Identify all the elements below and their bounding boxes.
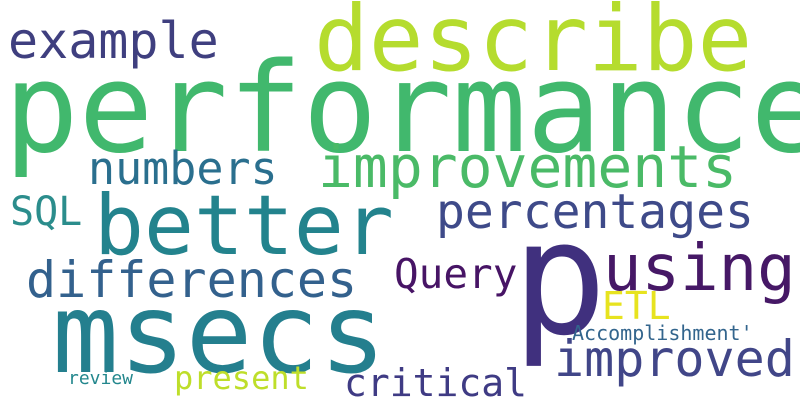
- word-percentages: percentages: [436, 184, 754, 240]
- word-SQL: SQL: [10, 189, 83, 235]
- word-accomplishment: Accomplishment': [572, 321, 753, 345]
- word-numbers: numbers: [88, 142, 278, 195]
- word-example: example: [8, 12, 219, 70]
- word-describe: describe: [314, 0, 753, 92]
- word-better: better: [94, 177, 394, 274]
- word-performance: performance: [4, 37, 800, 181]
- word-ETL: ETL: [602, 284, 671, 328]
- word-Query: Query: [394, 250, 518, 298]
- word-msecs: msecs: [52, 270, 387, 399]
- word-review: review: [68, 368, 134, 389]
- word-present: present: [174, 359, 309, 397]
- word-improved: improved: [554, 330, 795, 388]
- word-critical: critical: [344, 361, 528, 400]
- word-p: p: [512, 187, 608, 371]
- word-improvements: improvements: [318, 133, 738, 201]
- word-using: using: [603, 232, 796, 306]
- word-differences: differences: [26, 251, 358, 309]
